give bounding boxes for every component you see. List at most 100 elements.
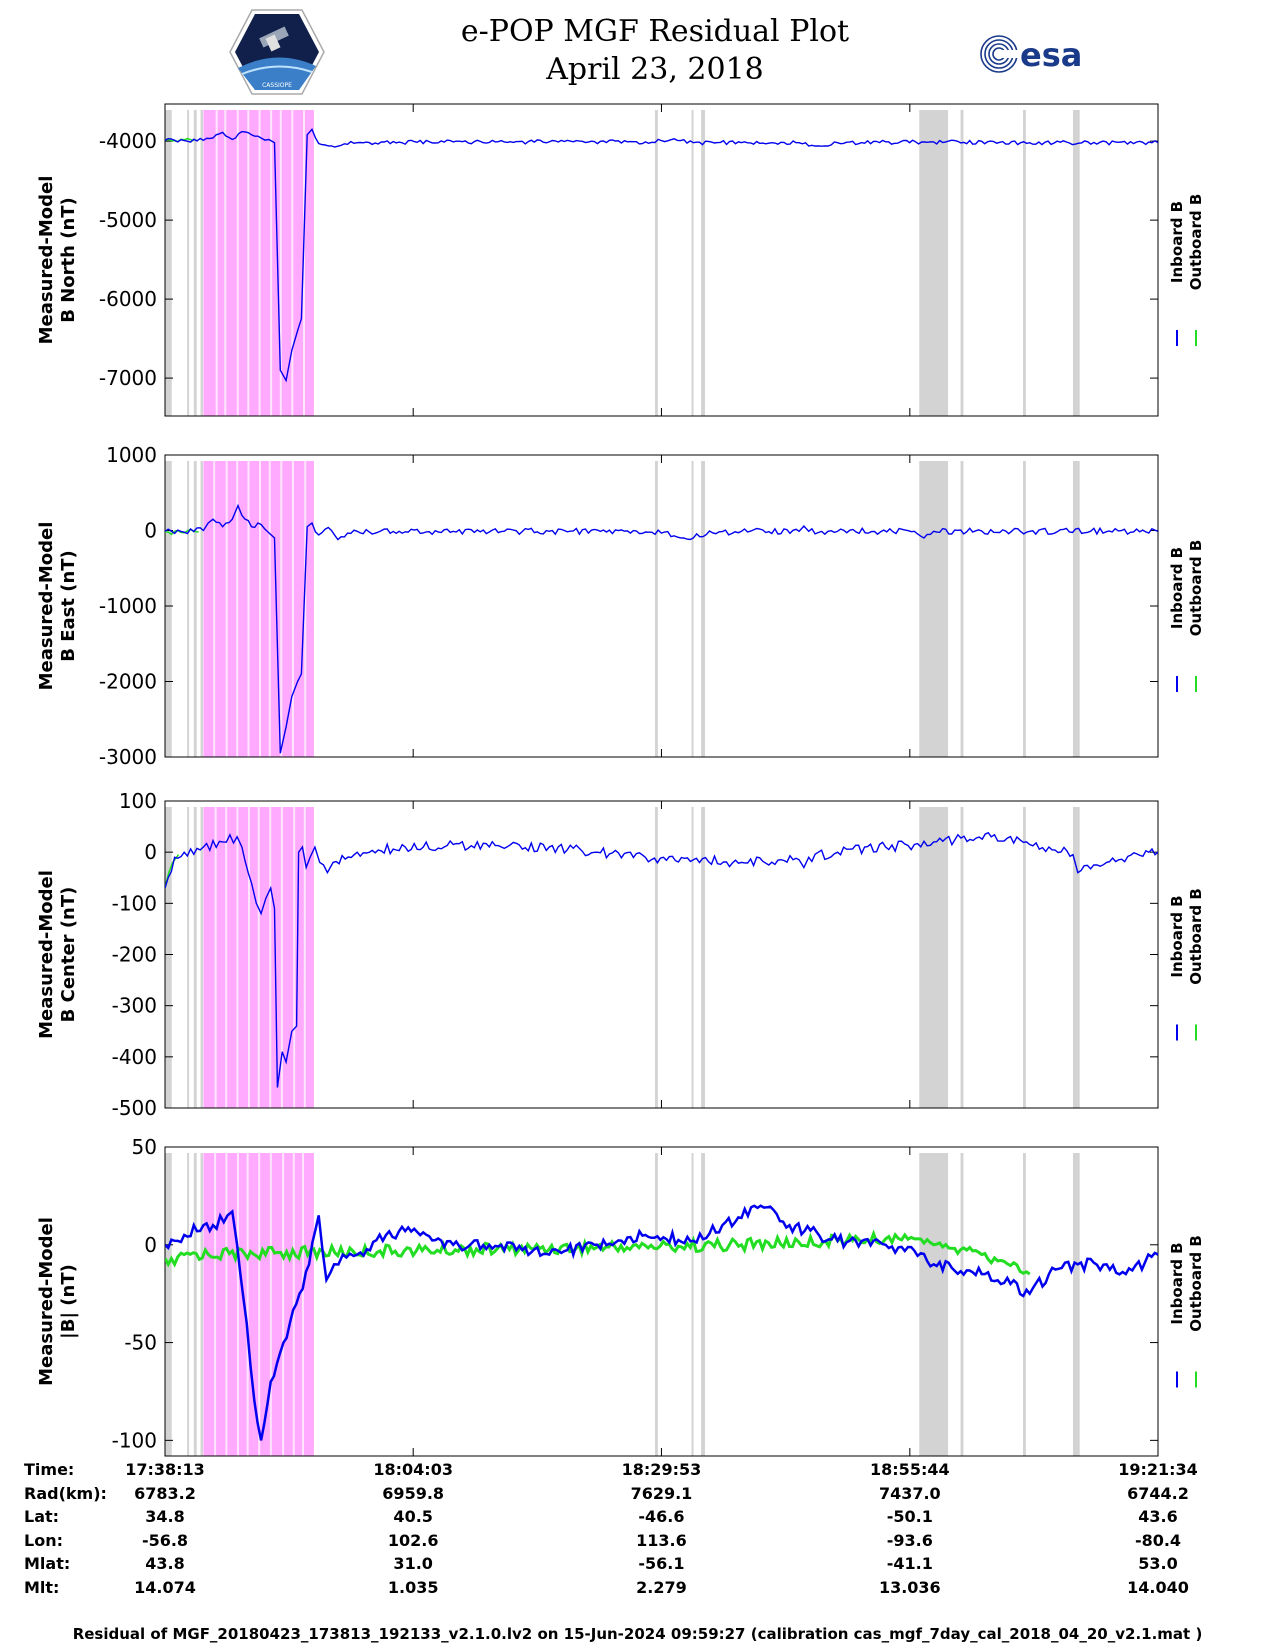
y-axis-label-line: B East (nT)	[58, 550, 79, 662]
gray-band	[165, 110, 172, 416]
ephemeris-value: -80.4	[1134, 1530, 1182, 1550]
gray-band	[1023, 1153, 1026, 1456]
y-tick-label: 1000	[106, 443, 157, 467]
inboard-series-line	[165, 127, 1158, 383]
ephemeris-value: -50.1	[886, 1507, 933, 1526]
y-axis-label-line: B Center (nT)	[58, 887, 79, 1023]
gray-band	[200, 110, 203, 416]
pink-band-gap	[280, 461, 283, 757]
ephemeris-value: -93.6	[886, 1530, 933, 1550]
ephemeris-value: -56.1	[638, 1554, 685, 1573]
inboard-series-line	[165, 503, 1158, 754]
legend-inboard-label: Inboard B	[1168, 547, 1186, 629]
gray-band	[187, 461, 190, 757]
series-group	[165, 127, 1158, 383]
ephemeris-row-label: Mlat:	[24, 1554, 71, 1573]
gray-band	[200, 807, 203, 1108]
pink-band-gap	[247, 110, 250, 416]
y-axis-label: Measured-ModelB North (nT)	[36, 176, 79, 345]
gray-band	[165, 461, 172, 757]
ephemeris-value: 19:21:34	[1118, 1460, 1198, 1479]
gray-band	[701, 807, 705, 1108]
ephemeris-row-label: Lon:	[24, 1530, 63, 1550]
gray-band	[187, 110, 190, 416]
gray-band	[1023, 110, 1026, 416]
gray-band	[655, 1153, 658, 1456]
ephemeris-row-label: Time:	[24, 1460, 75, 1479]
pink-band-gap	[257, 807, 260, 1108]
y-tick-label: -400	[112, 1045, 157, 1069]
plot-date: April 23, 2018	[546, 52, 764, 87]
legend-outboard-label: Outboard B	[1187, 540, 1205, 637]
pink-band-gap	[269, 807, 272, 1108]
ephemeris-value: 7629.1	[630, 1483, 693, 1503]
legend-inboard-label: Inboard B	[1168, 201, 1186, 283]
ephemeris-value: -41.1	[886, 1554, 933, 1573]
pink-band-gap	[293, 807, 296, 1108]
gray-band	[1072, 807, 1080, 1108]
y-tick-label: -50	[124, 1331, 157, 1355]
ephemeris-value: 43.8	[145, 1554, 185, 1573]
pink-band-gap	[247, 461, 250, 757]
y-tick-label: -100	[112, 891, 157, 915]
ephemeris-value: 40.5	[393, 1507, 433, 1526]
pink-band-gap	[224, 110, 227, 416]
y-tick-label: -4000	[99, 129, 157, 153]
gray-band	[960, 110, 964, 416]
pink-band-gap	[282, 1153, 285, 1456]
ephemeris-value: 2.279	[636, 1577, 687, 1597]
y-axis-label: Measured-Model|B| (nT)	[36, 1217, 79, 1386]
cassiope-mission-logo: CASSIOPE	[229, 9, 325, 95]
ephemeris-table: Time: Rad(km): Lat: Lon: Mlat: Mlt: 17:38:13 67…	[0, 1460, 1275, 1620]
pink-band-gap	[225, 461, 228, 757]
pink-band-gap	[214, 1153, 217, 1456]
gray-band	[919, 807, 949, 1108]
pink-band-gap	[270, 110, 273, 416]
pink-band-gap	[236, 461, 239, 757]
pink-band-gap	[291, 110, 294, 416]
series-group	[165, 831, 1158, 1088]
ephemeris-value: 6744.2	[1127, 1483, 1189, 1503]
y-tick-label: 0	[144, 840, 157, 864]
y-axis-label-line: Measured-Model	[36, 1217, 57, 1386]
pink-band-gap	[258, 1153, 261, 1456]
ephemeris-value: 6959.8	[382, 1483, 445, 1503]
y-tick-label: 0	[144, 1233, 157, 1257]
ephemeris-value: 13.036	[878, 1577, 941, 1597]
y-tick-label: -2000	[99, 670, 157, 694]
gray-band	[187, 1153, 190, 1456]
inboard-series-line	[165, 831, 1158, 1088]
y-tick-label: -5000	[99, 208, 157, 232]
gray-band	[193, 461, 197, 757]
gray-band	[919, 110, 949, 416]
gray-band	[960, 807, 964, 1108]
gray-band	[919, 461, 949, 757]
header: e-POP MGF Residual Plot April 23, 2018 C…	[0, 0, 1275, 100]
ephemeris-value: 18:29:53	[621, 1460, 702, 1479]
ephemeris-value: 18:55:44	[870, 1460, 950, 1479]
gray-band	[691, 110, 694, 416]
legend-outboard-label: Outboard B	[1187, 888, 1205, 985]
footer-note: Residual of MGF_20180423_173813_192133_v…	[72, 1625, 1203, 1643]
gray-band	[1023, 461, 1026, 757]
pink-band-gap	[279, 110, 282, 416]
ephemeris-value: -56.8	[141, 1530, 189, 1550]
pink-band-gap	[268, 461, 271, 757]
gray-band	[200, 1153, 203, 1456]
gray-band	[919, 1153, 949, 1456]
pink-band-gap	[213, 461, 216, 757]
ephemeris-value: 7437.0	[878, 1483, 941, 1503]
gray-band	[701, 461, 705, 757]
pink-band-gap	[236, 807, 239, 1108]
gray-band	[1072, 461, 1080, 757]
series-group	[165, 503, 1158, 754]
pink-band-gap	[225, 807, 228, 1108]
y-axis-label: Measured-ModelB East (nT)	[36, 522, 79, 691]
y-tick-label: 0	[144, 519, 157, 543]
pink-band-gap	[303, 807, 306, 1108]
gray-band	[193, 1153, 197, 1456]
gray-band	[165, 807, 172, 1108]
gray-band	[1072, 1153, 1080, 1456]
panel-frame	[164, 454, 1159, 758]
